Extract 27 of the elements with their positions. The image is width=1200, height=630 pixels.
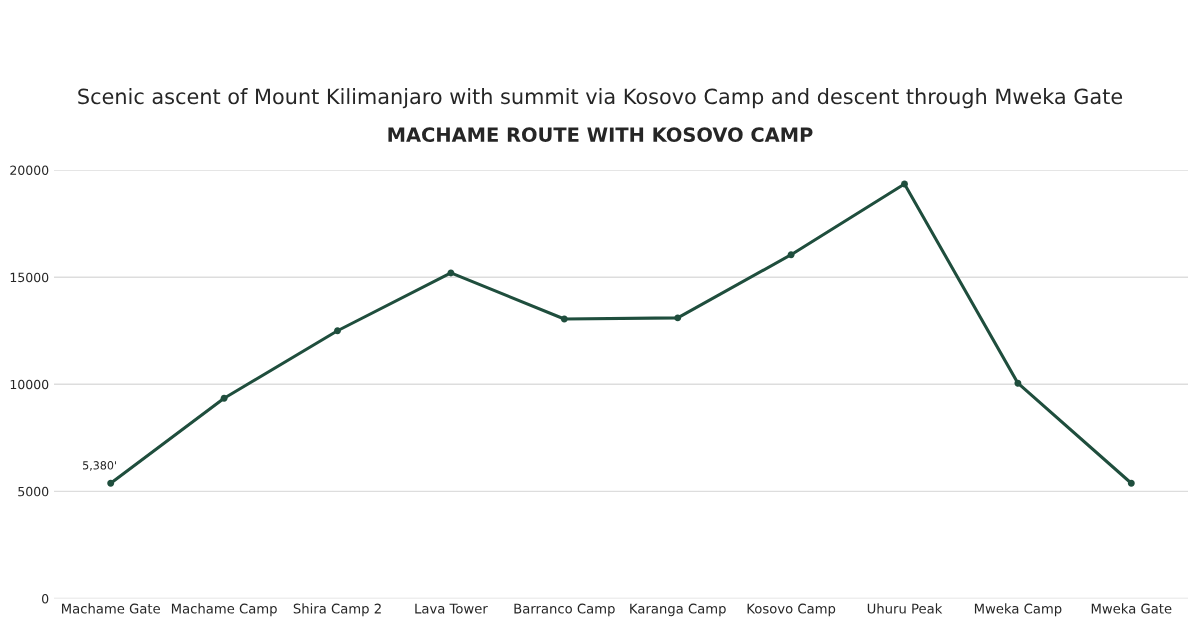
point [1127,479,1135,487]
point [674,314,682,322]
chart-subtitle: Scenic ascent of Mount Kilimanjaro with summit via Kosovo Camp and descent through Mweka Gate [78,88,1123,109]
y-tick-label: 15000 [10,272,49,283]
x-tick-label: Lava Tower [415,603,488,614]
x-tick-label: Karanga Camp [630,603,726,617]
point [107,479,115,487]
annotation: 5,380' [83,461,116,471]
y-tick-label: 20000 [10,165,49,176]
x-tick-label: Kosovo Camp [747,603,836,617]
x-tick-label: Mweka Camp [974,603,1062,617]
point [334,327,341,335]
x-tick-label: Shira Camp 2 [293,603,381,617]
x-tick-label: Barranco Camp [514,603,615,617]
point [901,180,908,188]
point [1014,379,1022,387]
x-tick-label: Uhuru Peak [867,603,943,614]
x-tick-label: Machame Gate [62,603,160,614]
x-tick-label: Mweka Gate [1091,603,1172,614]
chart-title: MACHAME ROUTE WITH KOSOVO CAMP [388,127,813,143]
point [787,251,795,259]
y-tick-label: 10000 [10,379,49,390]
point [220,394,228,402]
y-tick-label: 0 [42,593,49,604]
y-tick-label: 5000 [18,486,49,497]
point [560,315,568,323]
x-tick-label: Machame Camp [171,603,277,617]
